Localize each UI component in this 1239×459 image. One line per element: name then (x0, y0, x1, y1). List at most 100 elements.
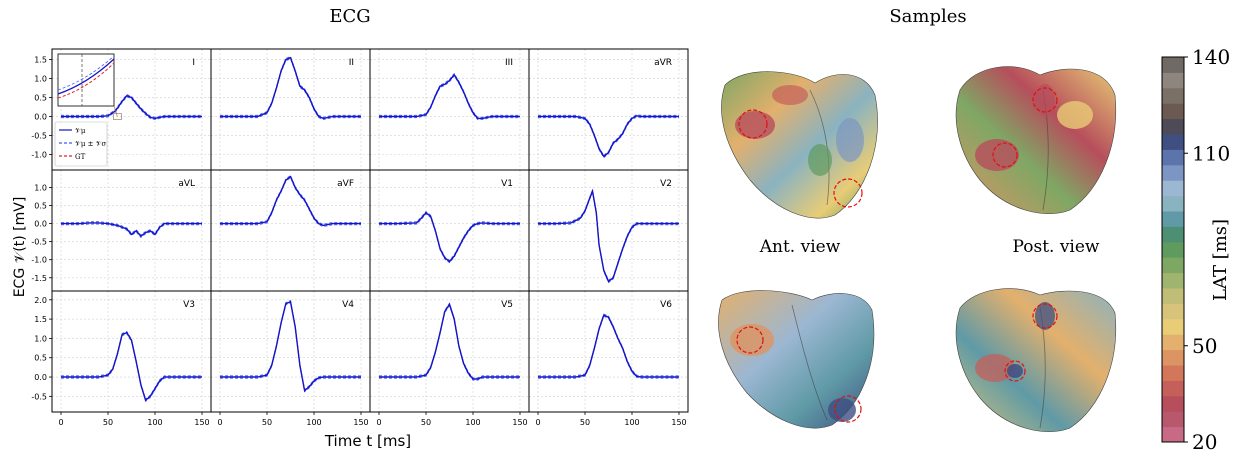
inset-mean (57, 58, 115, 95)
series-band-upper (379, 72, 520, 118)
colorbar-segment (1162, 426, 1184, 443)
y-tick-label: -0.5 (31, 238, 47, 247)
series-mean (220, 175, 361, 227)
y-axis-label: ECG 𝒱(t) [mV] (12, 197, 28, 298)
colorbar-segment (1162, 164, 1184, 181)
x-axis-label: Time t [ms] (324, 432, 411, 450)
x-tick-label: 0 (376, 418, 381, 427)
inset-gt (57, 62, 115, 99)
ecg-title: ECG (329, 6, 370, 27)
heart-posterior-sample-2 (955, 288, 1117, 433)
lead-label: aVL (178, 179, 195, 189)
series-gt (379, 303, 520, 380)
colorbar-tick-label: 110 (1192, 141, 1230, 165)
lead-label: aVF (337, 179, 354, 189)
series-band-upper (379, 210, 520, 261)
x-tick-label: 50 (103, 418, 113, 427)
inset-band (57, 55, 115, 91)
series-band-lower (61, 223, 202, 238)
series-gt (220, 56, 361, 120)
colorbar-frame (1161, 56, 1185, 443)
series-band-upper (379, 302, 520, 379)
series-gt (538, 188, 679, 283)
series-band-upper (538, 313, 679, 377)
y-tick-label: 1.5 (34, 315, 47, 324)
y-tick-label: 0.0 (34, 113, 47, 122)
colorbar-segment (1162, 411, 1184, 428)
series-mean (379, 302, 520, 380)
series-gt (538, 115, 679, 158)
colorbar-segment (1162, 349, 1184, 366)
lead-label: III (505, 58, 513, 68)
colorbar-segment (1162, 72, 1184, 89)
series-band-upper (220, 299, 361, 391)
colorbar-segment (1162, 103, 1184, 120)
legend-label: 𝒱μ (75, 127, 86, 135)
lead-label: aVR (654, 58, 672, 68)
ecg-panel-V5: 0 50 100 150 V5 (369, 290, 530, 427)
colorbar-segment (1162, 118, 1184, 135)
x-tick-label: 100 (624, 418, 639, 427)
heart-anterior-sample-1 (721, 71, 878, 219)
y-tick-label: 1.0 (34, 75, 47, 84)
ecg-panel-II: II (210, 48, 371, 171)
series-mean (61, 94, 202, 120)
series-gt (538, 314, 679, 378)
ecg-panel-V4: 0 50 100 150 V4 (210, 290, 371, 427)
series-mean (379, 73, 520, 120)
ecg-panel-III: III (369, 48, 530, 171)
ecg-panel-aVR: aVR (528, 48, 689, 171)
lead-label: V2 (660, 179, 672, 189)
y-tick-label: -1.5 (31, 274, 47, 283)
y-tick-label: -0.5 (31, 132, 47, 141)
lead-label: I (192, 58, 195, 68)
colorbar-label: LAT [ms] (1210, 219, 1231, 301)
x-tick-label: 150 (194, 418, 209, 427)
series-mean (538, 314, 679, 378)
series-band-lower (220, 58, 361, 121)
y-tick-label: 0.5 (34, 202, 47, 211)
colorbar-segment (1162, 195, 1184, 212)
lead-label: II (349, 58, 354, 68)
colorbar-segment (1162, 226, 1184, 243)
lead-label: V5 (501, 300, 513, 310)
ecg-panel-I: -1.0 -0.5 0.0 0.5 1.0 1.5 I 𝒱μ 𝒱μ ± 𝒱σ GT (31, 48, 212, 171)
y-tick-label: 0.5 (34, 354, 47, 363)
x-tick-label: 100 (147, 418, 162, 427)
series-mean (61, 331, 202, 402)
ecg-panel-V6: 0 50 100 150 V6 (528, 290, 689, 427)
colorbar-segment (1162, 334, 1184, 351)
lead-label: V6 (660, 300, 672, 310)
series-mean (538, 188, 679, 283)
x-tick-label: 50 (580, 418, 590, 427)
x-tick-label: 50 (421, 418, 431, 427)
colorbar: 140 110 50 20 LAT [ms] (1161, 45, 1231, 454)
series-band-lower (379, 304, 520, 381)
inset-connector (113, 105, 118, 117)
x-tick-label: 150 (353, 418, 368, 427)
series-band-upper (220, 174, 361, 225)
colorbar-tick-label: 20 (1192, 430, 1217, 454)
series-band-lower (61, 96, 202, 121)
colorbar-segment (1162, 211, 1184, 227)
colorbar-segment (1162, 241, 1184, 258)
ecg-panel-V3: -0.5 0.0 0.5 1.0 1.5 2.0 0 50 100 150 V3 (31, 290, 212, 427)
series-mean (220, 56, 361, 120)
y-tick-label: 1.5 (34, 56, 47, 65)
colorbar-segment (1162, 380, 1184, 397)
heart-anterior-sample-2 (718, 290, 875, 429)
x-tick-label: 0 (217, 418, 222, 427)
colorbar-segment (1162, 303, 1184, 320)
zoom-inset (57, 53, 122, 120)
y-tick-label: -1.0 (31, 256, 47, 265)
y-tick-label: 0.5 (34, 94, 47, 103)
colorbar-segment (1162, 257, 1184, 274)
colorbar-segment (1162, 272, 1184, 289)
legend-label: GT (75, 153, 86, 161)
series-band-lower (379, 213, 520, 264)
colorbar-segment (1162, 87, 1184, 104)
ecg-panel-aVF: aVF (210, 169, 371, 292)
ecg-panel-V2: V2 (528, 169, 689, 292)
x-tick-label: 0 (535, 418, 540, 427)
anterior-view-label: Ant. view (759, 237, 841, 257)
